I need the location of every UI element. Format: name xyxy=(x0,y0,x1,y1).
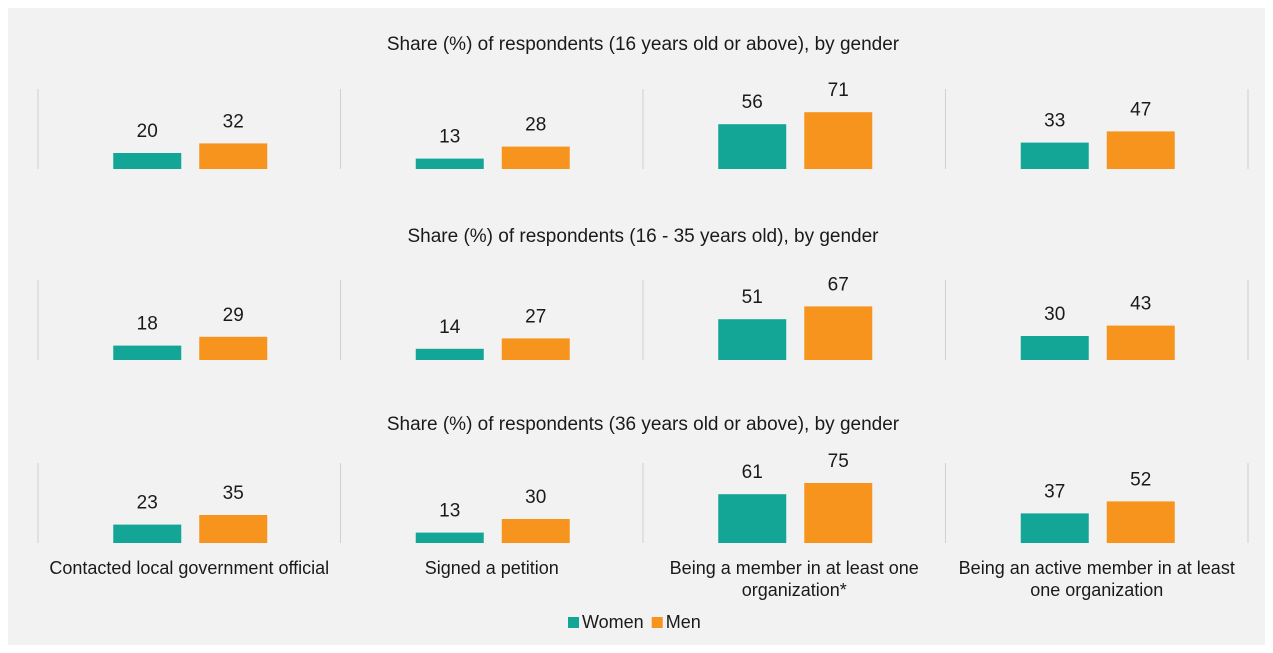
value-label: 32 xyxy=(223,111,244,132)
category-label: Being an active member in at least one o… xyxy=(958,558,1235,600)
category-label-box: Being a member in at least one organizat… xyxy=(669,558,919,600)
value-label: 23 xyxy=(137,493,158,514)
bar xyxy=(1020,336,1089,360)
bar xyxy=(199,336,268,360)
value-label: 67 xyxy=(828,274,849,295)
bar xyxy=(1020,513,1089,543)
value-label: 47 xyxy=(1130,99,1151,120)
value-label: 13 xyxy=(439,127,460,148)
bar xyxy=(415,348,484,360)
bar xyxy=(113,524,182,543)
value-label: 13 xyxy=(439,501,460,522)
panel-title: Share (%) of respondents (16 - 35 years … xyxy=(407,226,879,247)
value-label: 18 xyxy=(137,314,158,335)
bar xyxy=(415,158,484,169)
bar xyxy=(718,319,787,360)
value-label: 37 xyxy=(1044,481,1065,502)
legend-swatch xyxy=(568,617,579,628)
bar xyxy=(113,153,182,169)
bar xyxy=(1020,142,1089,169)
value-label: 27 xyxy=(525,306,546,327)
value-label: 14 xyxy=(439,317,461,338)
value-label: 56 xyxy=(742,92,763,113)
category-label: Contacted local government official xyxy=(49,558,330,578)
category-label: Being a member in at least one organizat… xyxy=(669,558,919,600)
value-label: 33 xyxy=(1044,111,1065,132)
bar xyxy=(804,306,873,360)
bar xyxy=(1106,501,1175,543)
value-label: 52 xyxy=(1130,469,1151,490)
value-label: 28 xyxy=(525,115,546,136)
value-label: 30 xyxy=(525,487,546,508)
bar xyxy=(415,532,484,543)
value-label: 43 xyxy=(1130,294,1151,315)
value-label: 35 xyxy=(223,483,244,504)
bar xyxy=(113,345,182,360)
bar xyxy=(501,519,570,543)
category-label-box: Being an active member in at least one o… xyxy=(958,558,1235,600)
value-label: 71 xyxy=(828,80,849,101)
bar xyxy=(199,143,268,169)
category-label: Signed a petition xyxy=(424,558,559,578)
value-label: 20 xyxy=(137,121,158,142)
category-label-box: Signed a petition xyxy=(424,558,559,578)
value-label: 29 xyxy=(223,305,244,326)
value-label: 51 xyxy=(742,287,763,308)
bar xyxy=(804,483,873,543)
bar xyxy=(718,494,787,543)
category-label-box: Contacted local government official xyxy=(49,558,330,578)
legend-label: Men xyxy=(666,612,701,632)
value-label: 30 xyxy=(1044,304,1065,325)
panel-title: Share (%) of respondents (16 years old o… xyxy=(387,34,900,55)
bar xyxy=(501,338,570,360)
legend-swatch xyxy=(651,617,663,628)
bar xyxy=(199,515,268,543)
legend-label: Women xyxy=(582,612,644,632)
bar xyxy=(804,112,873,169)
panel-title: Share (%) of respondents (36 years old o… xyxy=(387,414,900,435)
value-label: 75 xyxy=(828,451,849,472)
value-label: 61 xyxy=(742,462,763,483)
bar xyxy=(1106,131,1175,169)
bar xyxy=(501,146,570,169)
bar xyxy=(718,124,787,169)
bar xyxy=(1106,325,1175,360)
background xyxy=(8,8,1265,645)
